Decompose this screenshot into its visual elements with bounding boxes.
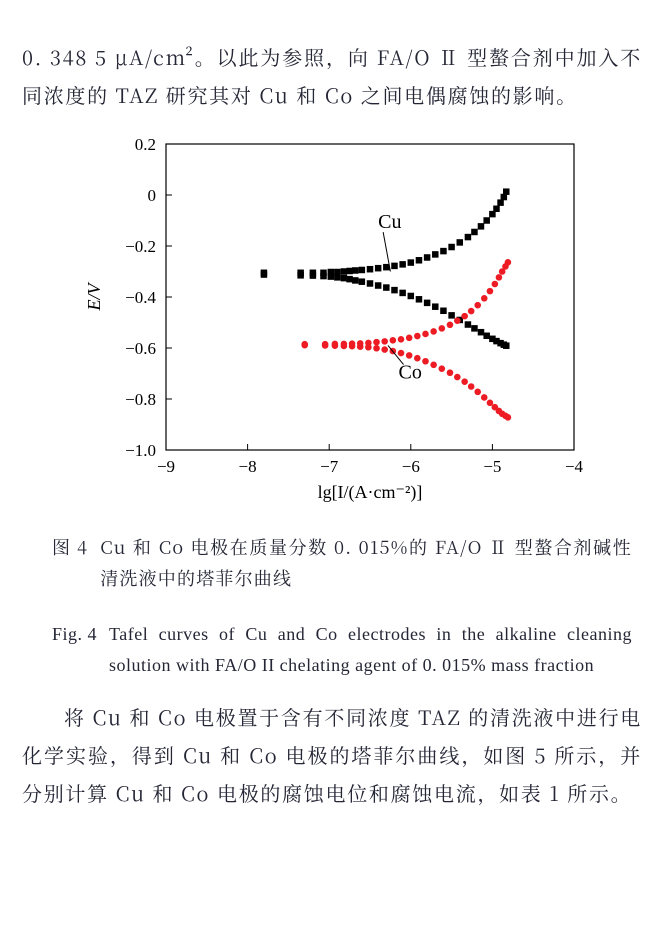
svg-text:−0.8: −0.8 bbox=[125, 390, 156, 409]
svg-text:−7: −7 bbox=[320, 457, 339, 476]
caption-cn-lead: 图 4 bbox=[52, 532, 88, 593]
svg-text:−6: −6 bbox=[402, 457, 420, 476]
top-paragraph: 0. 348 5 μA/cm²。以此为参照，向 FA/O Ⅱ 型螯合剂中加入不同… bbox=[22, 38, 642, 114]
svg-text:E/V: E/V bbox=[84, 282, 104, 312]
tafel-chart-svg: −9 −8 −7 −6 −5 −4 −1.0 −0.8 −0.6 −0.4 −0.2 0 0.2 lg[I… bbox=[78, 134, 586, 506]
svg-text:−0.2: −0.2 bbox=[125, 237, 156, 256]
svg-text:lg[I/(A·cm⁻²)]: lg[I/(A·cm⁻²)] bbox=[318, 482, 423, 503]
svg-text:−4: −4 bbox=[565, 457, 584, 476]
svg-text:−0.4: −0.4 bbox=[125, 288, 156, 307]
svg-text:0: 0 bbox=[148, 186, 157, 205]
svg-text:−9: −9 bbox=[157, 457, 175, 476]
bottom-paragraph: 将 Cu 和 Co 电极置于含有不同浓度 TAZ 的清洗液中进行电化学实验，得到… bbox=[22, 698, 642, 812]
svg-text:−0.6: −0.6 bbox=[125, 339, 156, 358]
svg-text:−5: −5 bbox=[483, 457, 501, 476]
caption-cn-body: Cu 和 Co 电极在质量分数 0. 015%的 FA/O Ⅱ 型螯合剂碱性清洗… bbox=[100, 532, 632, 593]
svg-text:0.2: 0.2 bbox=[135, 135, 156, 154]
caption-cn: 图 4 Cu 和 Co 电极在质量分数 0. 015%的 FA/O Ⅱ 型螯合剂… bbox=[22, 532, 642, 593]
svg-text:Co: Co bbox=[399, 362, 422, 384]
page-column: 0. 348 5 μA/cm²。以此为参照，向 FA/O Ⅱ 型螯合剂中加入不同… bbox=[0, 0, 664, 858]
svg-text:Cu: Cu bbox=[378, 211, 401, 233]
svg-text:−1.0: −1.0 bbox=[125, 441, 156, 460]
caption-en-lead: Fig. 4 bbox=[52, 619, 97, 680]
caption-en: Fig. 4 Tafel curves of Cu and Co electro… bbox=[22, 619, 642, 680]
figure-4-chart: −9 −8 −7 −6 −5 −4 −1.0 −0.8 −0.6 −0.4 −0.2 0 0.2 lg[I… bbox=[22, 134, 642, 506]
caption-en-body: Tafel curves of Cu and Co electrodes in … bbox=[109, 619, 632, 680]
svg-text:−8: −8 bbox=[239, 457, 257, 476]
